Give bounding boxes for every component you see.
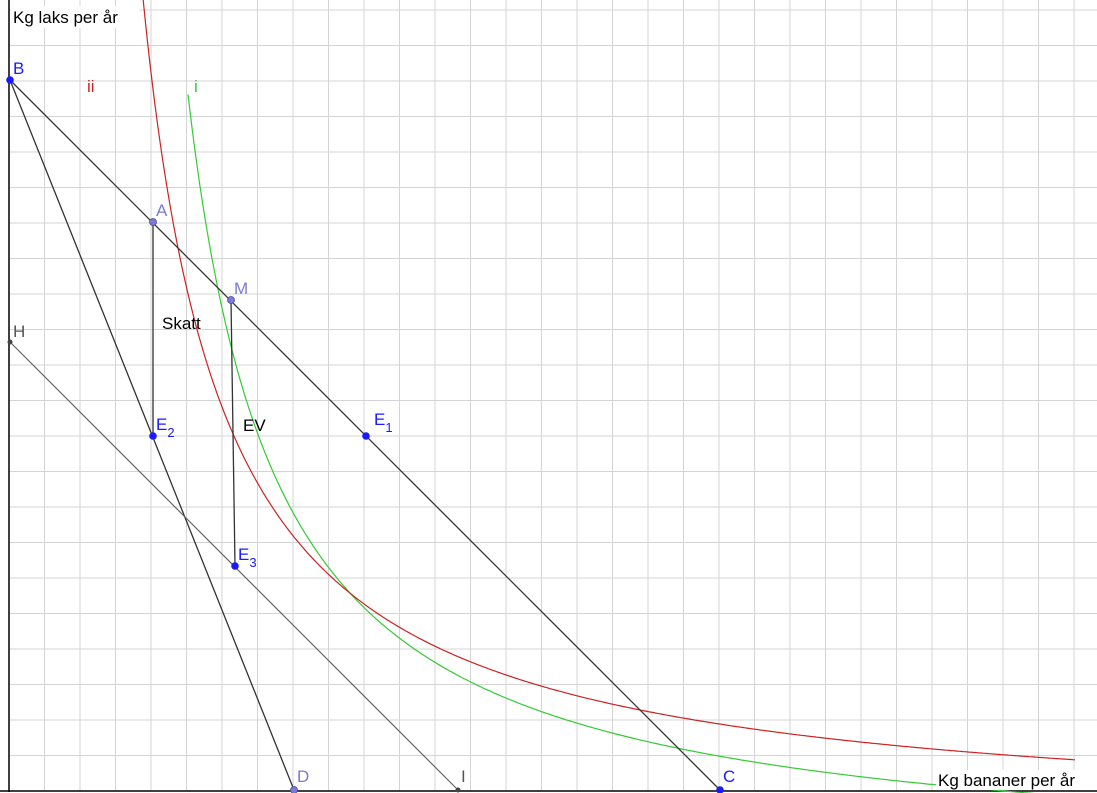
point-label-e3-sub: 3 [249, 555, 256, 570]
point-label-d: D [297, 767, 309, 786]
point-label-e2-sub: 2 [167, 425, 174, 440]
point-e1[interactable] [362, 432, 370, 440]
point-label-m: M [234, 279, 248, 298]
point-label-e1: E1 [374, 410, 393, 435]
point-c[interactable] [716, 786, 724, 793]
tax-label: Skatt [162, 314, 201, 333]
point-label-e3: E3 [238, 545, 257, 570]
ev-label: EV [243, 416, 266, 435]
curve-label-i: i [194, 77, 198, 96]
grid [9, 0, 1097, 791]
indifference-curve-ii [142, 0, 1076, 761]
point-a[interactable] [149, 218, 157, 226]
point-label-h: H [13, 322, 25, 341]
point-e3[interactable] [231, 562, 239, 570]
point-label-e1-main: E [374, 410, 385, 429]
point-m[interactable] [227, 296, 235, 304]
point-b[interactable] [6, 76, 14, 84]
point-label-a: A [156, 201, 168, 220]
point-label-e1-sub: 1 [385, 420, 392, 435]
curve-label-ii: ii [87, 77, 95, 96]
x-axis-label: Kg bananer per år [938, 771, 1075, 790]
point-label-e2: E2 [156, 415, 175, 440]
point-label-e2-main: E [156, 415, 167, 434]
point-label-e3-main: E [238, 545, 249, 564]
y-axis-label: Kg laks per år [13, 8, 118, 27]
point-label-c: C [723, 767, 735, 786]
point-d[interactable] [290, 786, 298, 793]
point-i[interactable] [455, 787, 461, 793]
point-e2[interactable] [149, 432, 157, 440]
x-label-bg [936, 770, 1094, 790]
indifference-curve-i [187, 94, 1037, 793]
point-h[interactable] [7, 339, 13, 345]
point-label-i: I [461, 767, 466, 786]
ev-segment [230, 299, 236, 567]
point-label-b: B [13, 59, 24, 78]
y-label-bg [11, 6, 139, 28]
